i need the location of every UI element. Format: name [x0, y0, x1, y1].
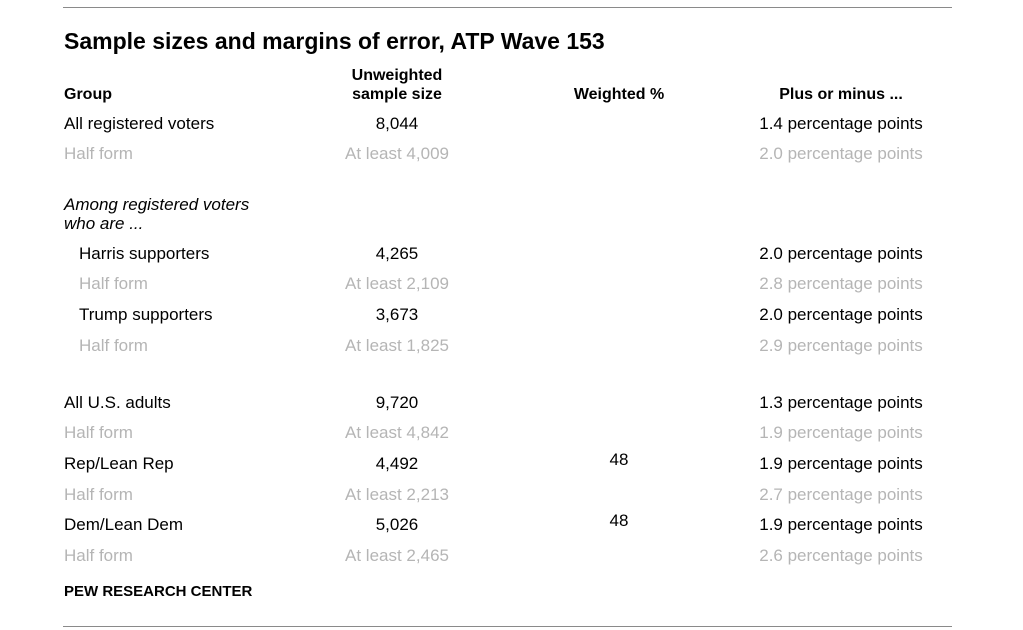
row-group: Harris supporters: [79, 244, 210, 263]
row-sample-size: 4,492: [375, 454, 419, 473]
row-sample-size: At least 4,009: [345, 144, 449, 163]
table-row: Trump supporters 3,673 2.0 percentage po…: [0, 304, 1023, 326]
row-margin: 2.0 percentage points: [759, 305, 923, 324]
row-sample-size: At least 4,842: [345, 423, 449, 442]
row-margin: 2.6 percentage points: [759, 546, 923, 565]
row-sample-size: 3,673: [375, 305, 419, 324]
row-group: Dem/Lean Dem: [64, 515, 184, 534]
row-sample-size: At least 2,213: [345, 485, 449, 504]
row-group: All registered voters: [64, 114, 215, 133]
row-group: Half form: [79, 336, 148, 355]
header-unweighted-line2: sample size: [352, 86, 442, 103]
row-margin: 2.7 percentage points: [759, 485, 923, 504]
row-group: Half form: [64, 144, 133, 163]
row-margin: 2.9 percentage points: [759, 336, 923, 355]
header-group: Group: [64, 86, 112, 103]
row-weighted: 48: [609, 450, 629, 469]
row-sample-size: 5,026: [375, 515, 419, 534]
bottom-rule: [63, 626, 952, 627]
section-heading: Among registered voters who are ...: [64, 195, 324, 233]
row-weighted: 48: [609, 511, 629, 530]
row-group: All U.S. adults: [64, 393, 171, 412]
row-group: Half form: [64, 485, 133, 504]
header-unweighted-line1: Unweighted: [351, 67, 443, 84]
row-group: Half form: [64, 423, 133, 442]
row-sample-size: 8,044: [375, 114, 419, 133]
row-margin: 2.8 percentage points: [759, 274, 923, 293]
row-margin: 1.9 percentage points: [759, 423, 923, 442]
table-title: Sample sizes and margins of error, ATP W…: [64, 28, 605, 54]
row-group: Rep/Lean Rep: [64, 454, 174, 473]
header-margin: Plus or minus ...: [779, 86, 903, 103]
row-group: Trump supporters: [79, 305, 213, 324]
row-margin: 2.0 percentage points: [759, 244, 923, 263]
row-group: Half form: [64, 546, 133, 565]
table-row: Half form At least 1,825 2.9 percentage …: [0, 335, 1023, 357]
header-unweighted: Unweighted sample size: [322, 66, 472, 104]
table-row: All U.S. adults 9,720 1.3 percentage poi…: [0, 392, 1023, 414]
table-row: Dem/Lean Dem 5,026 48 1.9 percentage poi…: [0, 511, 1023, 536]
row-margin: 1.3 percentage points: [759, 393, 923, 412]
row-sample-size: At least 2,465: [345, 546, 449, 565]
table-row: Harris supporters 4,265 2.0 percentage p…: [0, 243, 1023, 265]
table-row: Half form At least 4,009 2.0 percentage …: [0, 143, 1023, 165]
table-row: All registered voters 8,044 1.4 percenta…: [0, 113, 1023, 135]
row-margin: 1.9 percentage points: [759, 515, 923, 534]
row-sample-size: At least 1,825: [345, 336, 449, 355]
table-row: Half form At least 2,465 2.6 percentage …: [0, 545, 1023, 567]
row-group: Half form: [79, 274, 148, 293]
top-rule: [63, 7, 952, 8]
section-heading-line1: Among registered voters: [64, 195, 250, 214]
row-sample-size: 4,265: [375, 244, 419, 263]
row-sample-size: At least 2,109: [345, 274, 449, 293]
table-row: Rep/Lean Rep 4,492 48 1.9 percentage poi…: [0, 450, 1023, 475]
header-weighted: Weighted %: [573, 86, 665, 103]
table-row: Half form At least 4,842 1.9 percentage …: [0, 422, 1023, 444]
row-margin: 1.9 percentage points: [759, 454, 923, 473]
row-margin: 1.4 percentage points: [759, 114, 923, 133]
row-margin: 2.0 percentage points: [759, 144, 923, 163]
section-heading-line2: who are ...: [64, 214, 144, 233]
table-row: Half form At least 2,213 2.7 percentage …: [0, 484, 1023, 506]
source-footer: PEW RESEARCH CENTER: [64, 583, 253, 600]
table-row: Half form At least 2,109 2.8 percentage …: [0, 273, 1023, 295]
row-sample-size: 9,720: [375, 393, 419, 412]
